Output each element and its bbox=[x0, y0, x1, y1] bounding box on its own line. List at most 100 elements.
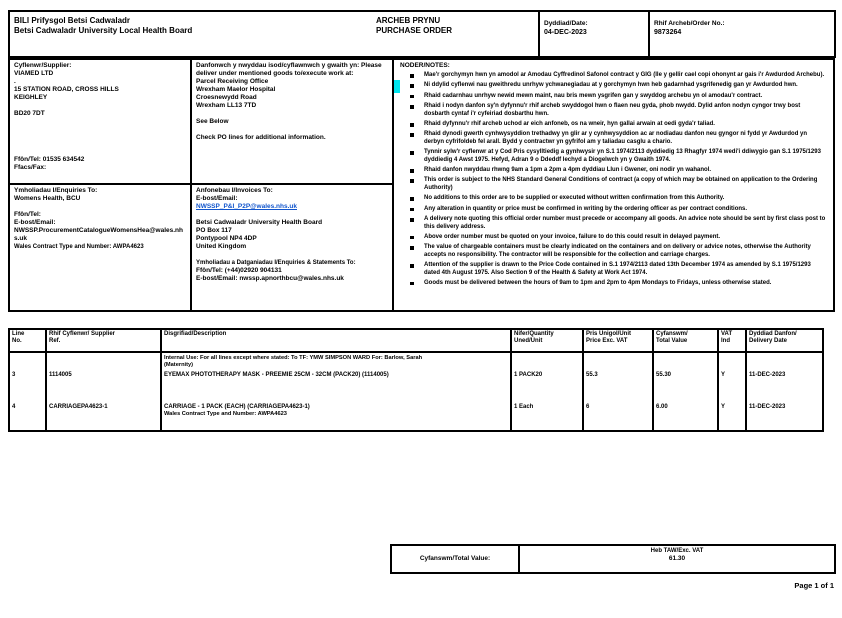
header-band: BILl Prifysgol Betsi Cadwaladr Betsi Cad… bbox=[8, 10, 836, 58]
totals-value: 61.30 bbox=[668, 555, 686, 562]
row3-unit-price: 55.3 bbox=[586, 372, 598, 378]
body-col-unit-price: 55.3 6 bbox=[584, 353, 654, 430]
notes-list: Mae'r gorchymyn hwn yn amodol ar Amodau … bbox=[400, 72, 827, 287]
enquiries-email-label: E-bost/Email: bbox=[14, 219, 56, 226]
invoices-email-label: E-bost/Email: bbox=[196, 195, 238, 202]
enquiries-phone-label: Ffôn/Tel: bbox=[14, 211, 41, 218]
row3-vat-ind: Y bbox=[721, 372, 726, 378]
col-header-quantity: Nifer/Quantity Uned/Unit bbox=[512, 330, 584, 351]
date-value: 04-DEC-2023 bbox=[544, 29, 587, 36]
note-bullet: The value of chargeable containers must … bbox=[400, 244, 827, 259]
supplier-label: Cyflenwr/Supplier: bbox=[14, 62, 72, 69]
row4-vat-ind: Y bbox=[721, 404, 726, 410]
note-bullet: A delivery note quoting this official or… bbox=[400, 216, 827, 231]
col-header-supplier-ref: Rhif Cyflenwr/ Supplier Ref. bbox=[47, 330, 162, 351]
internal-use-line2: (Maternity) bbox=[164, 362, 194, 368]
note-bullet: Rhaid cadarnhau unrhyw newid mewn maint,… bbox=[400, 93, 827, 100]
body-col-supplier-ref: 1114005 CARRIAGEPA4623-1 bbox=[47, 353, 162, 430]
col-header-delivery-date: Dyddiad Danfon/Delivery Date bbox=[749, 331, 797, 344]
order-date-cell: Dyddiad/Date: 04-DEC-2023 bbox=[538, 12, 648, 56]
note-bullet: Ni ddylid cyflenwi nau gweithredu unrhyw… bbox=[400, 82, 827, 89]
invoices-email-link[interactable]: NWSSP_P&I_P2P@wales.nhs.uk bbox=[196, 203, 297, 210]
body-col-delivery-date: 11-DEC-2023 11-DEC-2023 bbox=[747, 353, 822, 430]
deliver-address-line: Wrexham LL13 7TD bbox=[196, 102, 257, 109]
note-bullet: Tynnir sylw'r cyflenwr at y Cod Pris cys… bbox=[400, 149, 827, 164]
invoices-box: Anfonebau I/Invoices To: E-bost/Email: N… bbox=[190, 183, 394, 312]
date-label: Dyddiad/Date: bbox=[544, 20, 588, 27]
row3-description: EYEMAX PHOTOTHERAPY MASK - PREEMIE 25CM … bbox=[164, 372, 389, 378]
table-header-row: Line No. Rhif Cyflenwr/ Supplier Ref. Disg… bbox=[10, 330, 822, 353]
statements-phone: Ffôn/Tel: (+44)02920 904131 bbox=[196, 267, 282, 274]
deliver-to-label: Danfonwch y nwyddau isod/cyflawnwch y gw… bbox=[196, 62, 382, 77]
page-number: Page 1 of 1 bbox=[794, 581, 834, 590]
deliver-address-line: Wrexham Maelor Hospital bbox=[196, 86, 276, 93]
org-name-english: Betsi Cadwaladr University Local Health … bbox=[14, 26, 193, 35]
row4-delivery-date: 11-DEC-2023 bbox=[749, 404, 786, 410]
note-bullet: This order is subject to the NHS Standar… bbox=[400, 177, 827, 192]
row3-supplier-ref: 1114005 bbox=[49, 372, 72, 378]
notes-label: NODER/NOTES: bbox=[400, 62, 450, 69]
line-items-table: Line No. Rhif Cyflenwr/ Supplier Ref. Disg… bbox=[8, 328, 824, 432]
deliver-address-line: Parcel Receiving Office bbox=[196, 78, 269, 85]
note-bullet: Rhaid i nodyn danfon sy'n dyfynnu'r rhif… bbox=[400, 103, 827, 118]
row3-quantity: 1 PACK20 bbox=[514, 372, 543, 378]
enquiries-email-value: NWSSP.ProcurementCatalogueWomensHea@wale… bbox=[14, 227, 184, 242]
exc-vat-label: Heb TAW/Exc. VAT bbox=[650, 548, 704, 554]
invoices-label: Anfonebau I/Invoices To: bbox=[196, 187, 273, 194]
supplier-address-line bbox=[14, 102, 186, 110]
deliver-to-box: Danfonwch y nwyddau isod/cyflawnwch y gw… bbox=[190, 58, 394, 185]
totals-strip: Cyfanswm/Total Value: Heb TAW/Exc. VAT 6… bbox=[390, 544, 836, 574]
statements-label: Ymholiadau a Datganiadau I/Enquiries & S… bbox=[196, 260, 356, 266]
supplier-box: Cyflenwr/Supplier: VIAMED LTD . 15 STATI… bbox=[8, 58, 192, 185]
invoice-address-line: United Kingdom bbox=[196, 243, 247, 250]
body-col-description: Internal Use: For all lines except where… bbox=[162, 353, 512, 430]
invoice-address-line: PO Box 117 bbox=[196, 227, 232, 234]
enquiries-name: Womens Health, BCU bbox=[14, 195, 81, 202]
row4-total-value: 6.00 bbox=[656, 404, 668, 410]
note-bullet: Mae'r gorchymyn hwn yn amodol ar Amodau … bbox=[400, 72, 827, 79]
supplier-address-line: . bbox=[14, 78, 16, 85]
order-no-value: 9873264 bbox=[654, 29, 682, 36]
order-number-cell: Rhif Archeb/Order No.: 9873264 bbox=[648, 12, 834, 56]
org-name: BILl Prifysgol Betsi Cadwaladr Betsi Cad… bbox=[10, 14, 370, 38]
note-bullet: Goods must be delivered between the hour… bbox=[400, 280, 827, 287]
totals-label: Cyfanswm/Total Value: bbox=[392, 546, 520, 572]
note-bullet: Above order number must be quoted on you… bbox=[400, 234, 827, 241]
row4-quantity: 1 Each bbox=[514, 404, 534, 410]
col-header-line-no: Line No. bbox=[10, 330, 47, 351]
note-bullet: Rhaid dyfynnu'r rhif archeb uchod ar eic… bbox=[400, 121, 827, 128]
row3-total-value: 55.30 bbox=[656, 372, 672, 378]
enquiries-label: Ymholiadau I/Enquiries To: bbox=[14, 187, 98, 194]
totals-value-cell: Heb TAW/Exc. VAT 61.30 bbox=[520, 546, 834, 572]
body-col-vat-ind: Y Y bbox=[719, 353, 747, 430]
see-below-note: See Below bbox=[196, 118, 229, 125]
doc-title-welsh: ARCHEB PRYNU bbox=[376, 16, 441, 25]
supplier-address-line: BD20 7DT bbox=[14, 110, 45, 117]
col-header-vat-ind: VAT Ind bbox=[719, 330, 747, 351]
note-bullet: Rhaid dynodi gwerth cynhwysyddion tretha… bbox=[400, 131, 827, 146]
deliver-address-line: Croesnewydd Road bbox=[196, 94, 257, 101]
note-bullet: No additions to this order are to be sup… bbox=[400, 195, 827, 202]
row4-description: CARRIAGE - 1 PACK (EACH) (CARRIAGEPA4623… bbox=[164, 404, 310, 410]
notes-box: NODER/NOTES: Mae'r gorchymyn hwn yn amod… bbox=[392, 58, 835, 312]
internal-use-line: Internal Use: For all lines except where… bbox=[164, 355, 423, 361]
enquiries-box: Ymholiadau I/Enquiries To: Womens Health… bbox=[8, 183, 192, 312]
body-col-line-no: 3 4 bbox=[10, 353, 47, 430]
note-bullet: Any alteration in quantity or price must… bbox=[400, 206, 827, 213]
doc-title-english: PURCHASE ORDER bbox=[376, 26, 453, 35]
table-body: 3 4 1114005 CARRIAGEPA4623-1 Internal Us… bbox=[10, 353, 822, 430]
check-po-note: Check PO lines for additional informatio… bbox=[196, 134, 326, 141]
row4-supplier-ref: CARRIAGEPA4623-1 bbox=[49, 404, 108, 410]
note-bullet: Rhaid danfon nwyddau rhwng 9am a 1pm a 2… bbox=[400, 167, 827, 174]
order-no-label: Rhif Archeb/Order No.: bbox=[654, 20, 725, 27]
cyan-highlight-marker bbox=[394, 80, 400, 93]
row3-delivery-date: 11-DEC-2023 bbox=[749, 372, 786, 378]
row4-unit-price: 6 bbox=[586, 404, 590, 410]
org-name-welsh: BILl Prifysgol Betsi Cadwaladr bbox=[14, 16, 131, 25]
row3-line-no: 3 bbox=[12, 372, 16, 378]
col-header-unit-price: Pris Unigol/Unit Price Exc. VAT bbox=[584, 330, 654, 351]
supplier-name: VIAMED LTD bbox=[14, 70, 54, 77]
invoice-address-line: Pontypool NP4 4DP bbox=[196, 235, 257, 242]
col-header-description: Disgrifiad/Description bbox=[162, 330, 512, 351]
supplier-address-line: 15 STATION ROAD, CROSS HILLS bbox=[14, 86, 119, 93]
